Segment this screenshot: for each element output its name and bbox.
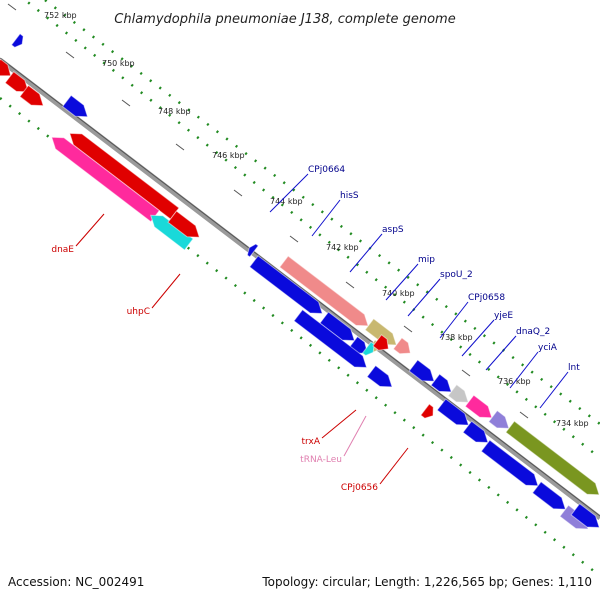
label-leader-line <box>379 447 409 485</box>
tick-label: 750 kbp <box>102 59 135 68</box>
label-leader-line <box>151 273 181 309</box>
tick-label: 734 kbp <box>556 419 589 428</box>
gene-label-reverse: dnaE <box>51 245 74 255</box>
gene-label-reverse: uhpC <box>127 307 150 317</box>
gene-feature <box>4 71 30 93</box>
label-leader-line <box>349 233 383 273</box>
dotted-scale-lines <box>0 0 600 577</box>
gene-feature <box>480 439 539 487</box>
tick-mark <box>289 235 299 243</box>
gene-feature <box>436 398 470 426</box>
map-title: Chlamydophila pneumoniae J138, complete … <box>114 12 455 27</box>
gene-feature <box>531 481 567 510</box>
gene-feature <box>462 420 489 444</box>
gene-feature <box>293 309 368 369</box>
label-leader-line <box>509 351 539 389</box>
tick-mark <box>7 3 17 11</box>
gene-label-reverse: CPj0656 <box>341 483 378 493</box>
gene-feature <box>149 214 194 251</box>
gene-feature <box>19 84 44 107</box>
tick-mark <box>519 411 529 419</box>
label-leader-line <box>485 335 517 371</box>
accession-text: Accession: NC_002491 <box>8 575 144 589</box>
scale-ticks: 752 kbp 750 kbp 748 kbp 746 kbp 744 kbp 742 k… <box>7 3 589 428</box>
tick-mark <box>65 51 75 59</box>
gene-feature <box>447 383 470 403</box>
gene-feature <box>69 132 180 220</box>
gene-feature <box>51 136 161 223</box>
gene-feature <box>366 364 393 388</box>
gene-labels: CPj0664 hisS aspS mip spoU_2 CPj0658 yjeEdnaQ_… <box>51 165 580 493</box>
genome-summary: Topology: circular; Length: 1,226,565 bp… <box>261 575 592 589</box>
tick-label: 742 kbp <box>326 243 359 252</box>
gene-feature <box>505 420 600 496</box>
tick-label: 752 kbp <box>44 11 77 20</box>
label-leader-line <box>269 173 309 213</box>
gene-feature <box>420 403 434 419</box>
tick-mark <box>121 99 131 107</box>
gene-label-forward: aspS <box>382 225 404 235</box>
gene-label-forward: hisS <box>340 191 359 201</box>
gene-feature <box>278 255 369 327</box>
gene-feature <box>570 503 600 529</box>
label-leader-line <box>75 213 105 247</box>
gene-label-forward: CPj0664 <box>308 165 345 175</box>
gene-feature <box>372 334 389 351</box>
tick-mark <box>403 325 413 333</box>
tick-label: 740 kbp <box>382 289 415 298</box>
gene-label-forward: CPj0658 <box>468 293 505 303</box>
label-leader-line <box>311 199 341 237</box>
label-leader-line <box>385 263 419 301</box>
gene-feature <box>248 255 323 315</box>
tick-label: 746 kbp <box>212 151 245 160</box>
tick-label: 744 kbp <box>270 197 303 206</box>
gene-feature <box>61 94 89 118</box>
gene-feature <box>464 394 493 419</box>
gene-feature <box>167 210 200 238</box>
tick-label: 748 kbp <box>158 107 191 116</box>
gene-feature <box>430 373 452 393</box>
tick-mark <box>345 281 355 289</box>
label-leader-line <box>343 415 367 457</box>
gene-label-forward: dnaQ_2 <box>516 327 550 337</box>
gene-feature <box>246 243 259 258</box>
gene-label-forward: mip <box>418 255 435 265</box>
gene-label-reverse: trxA <box>302 437 321 447</box>
label-leader-line <box>439 301 469 339</box>
gene-label-forward: lnt <box>568 363 580 373</box>
gene-feature <box>0 58 12 77</box>
gene-feature <box>10 33 24 48</box>
dotted-line <box>44 0 600 425</box>
dotted-line <box>23 0 600 459</box>
gene-feature <box>408 359 435 382</box>
label-leader-line <box>407 278 441 317</box>
gene-feature <box>361 341 375 357</box>
label-leader-line <box>321 409 357 439</box>
gene-label-reverse: tRNA-Leu <box>300 455 342 465</box>
tick-label: 736 kbp <box>498 377 531 386</box>
label-leader-line <box>461 319 495 357</box>
gene-feature <box>488 409 510 429</box>
gene-label-forward: yciA <box>538 343 558 353</box>
tick-label: 738 kbp <box>440 333 473 342</box>
gene-feature <box>392 337 411 355</box>
label-leader-line <box>539 371 569 409</box>
tick-mark <box>461 369 471 377</box>
gene-features <box>0 33 600 530</box>
gene-label-forward: yjeE <box>494 311 513 321</box>
tick-mark <box>233 189 243 197</box>
tick-mark <box>175 143 185 151</box>
gene-label-forward: spoU_2 <box>440 270 473 280</box>
